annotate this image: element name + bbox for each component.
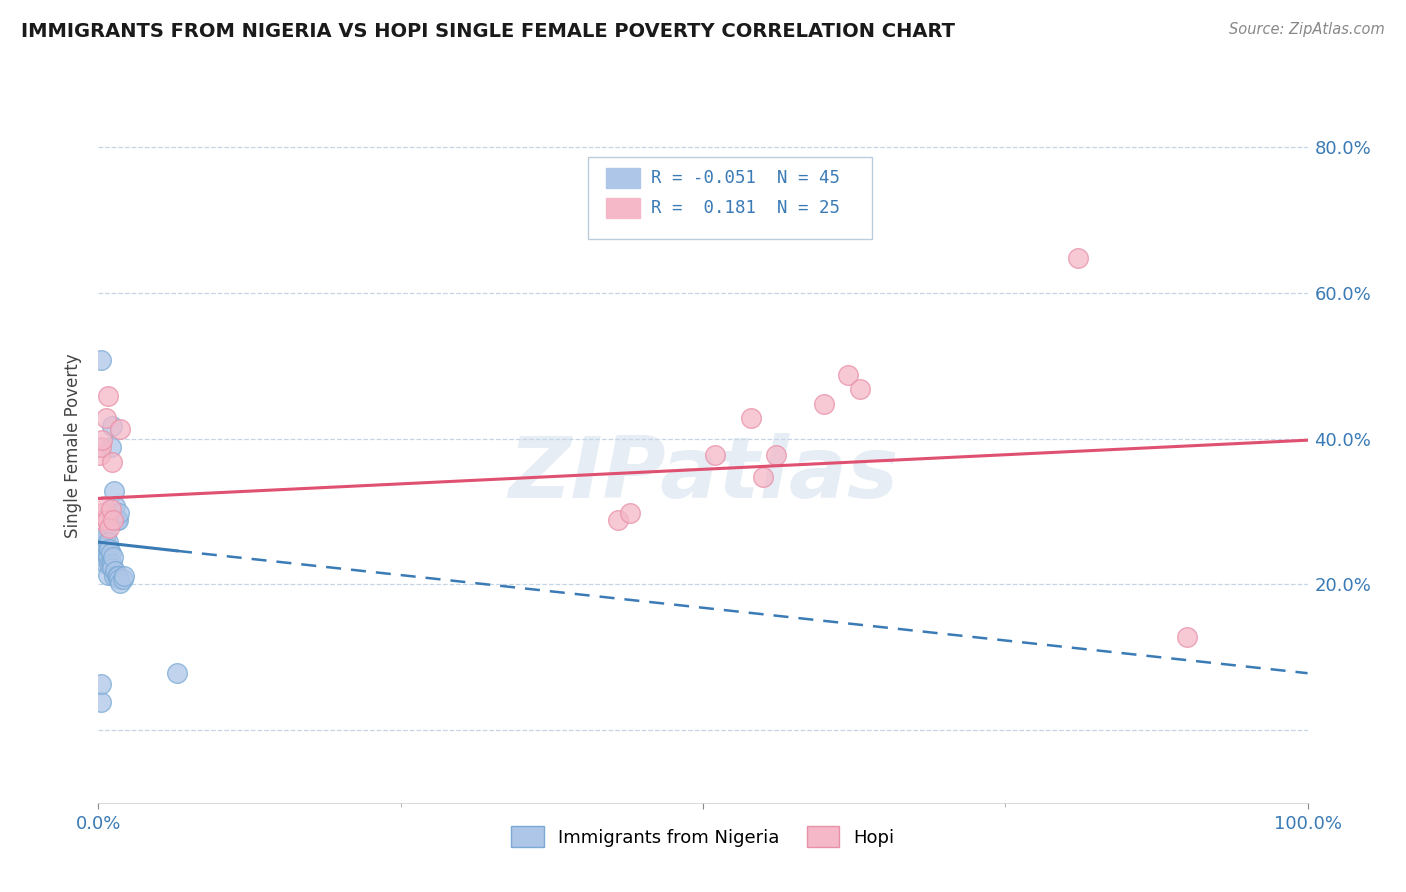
- Point: [96, 513, 118, 527]
- Point: [108, 572, 131, 586]
- Point: [100, 557, 122, 571]
- Point: [104, 499, 127, 513]
- Point: [108, 506, 131, 520]
- Point: [96, 546, 118, 560]
- Point: [91, 544, 114, 558]
- Point: [100, 546, 122, 560]
- Point: [103, 484, 125, 499]
- Point: [90, 353, 112, 368]
- Point: [97, 535, 120, 549]
- Point: [107, 568, 129, 582]
- Point: [100, 502, 122, 516]
- Point: [607, 513, 630, 527]
- Point: [91, 535, 114, 549]
- Bar: [606, 169, 640, 188]
- Point: [90, 533, 112, 548]
- Point: [100, 418, 122, 433]
- Point: [1067, 251, 1090, 265]
- Point: [94, 528, 117, 542]
- Point: [93, 499, 115, 513]
- Point: [166, 666, 188, 681]
- Point: [91, 433, 114, 447]
- Point: [108, 422, 131, 436]
- Point: [752, 469, 775, 483]
- Point: [91, 542, 114, 557]
- Point: [94, 411, 117, 425]
- Text: R = -0.051  N = 45: R = -0.051 N = 45: [651, 169, 839, 187]
- Point: [849, 382, 872, 396]
- Point: [111, 572, 134, 586]
- Point: [93, 533, 115, 548]
- Point: [98, 557, 121, 571]
- Point: [704, 448, 727, 462]
- Point: [813, 397, 835, 411]
- Point: [91, 548, 114, 562]
- Point: [765, 448, 787, 462]
- Point: [112, 568, 135, 582]
- Point: [740, 411, 762, 425]
- Point: [97, 567, 120, 582]
- Point: [91, 537, 114, 551]
- Text: Source: ZipAtlas.com: Source: ZipAtlas.com: [1229, 22, 1385, 37]
- Point: [94, 557, 117, 571]
- Point: [89, 448, 111, 462]
- Text: R =  0.181  N = 25: R = 0.181 N = 25: [651, 200, 839, 218]
- Point: [619, 506, 641, 520]
- Legend: Immigrants from Nigeria, Hopi: Immigrants from Nigeria, Hopi: [503, 819, 903, 855]
- Point: [90, 441, 112, 455]
- Point: [100, 557, 122, 571]
- Point: [93, 549, 115, 564]
- Point: [837, 368, 859, 382]
- Point: [105, 568, 128, 582]
- Point: [101, 513, 124, 527]
- Point: [90, 677, 112, 691]
- Point: [1175, 630, 1198, 644]
- Text: IMMIGRANTS FROM NIGERIA VS HOPI SINGLE FEMALE POVERTY CORRELATION CHART: IMMIGRANTS FROM NIGERIA VS HOPI SINGLE F…: [21, 22, 955, 41]
- Point: [100, 455, 122, 469]
- FancyBboxPatch shape: [588, 157, 872, 239]
- Point: [91, 513, 114, 527]
- Point: [98, 520, 121, 534]
- Point: [91, 506, 114, 520]
- Point: [100, 441, 122, 455]
- Point: [91, 541, 114, 555]
- Point: [103, 568, 125, 582]
- Bar: [606, 198, 640, 219]
- Point: [90, 537, 112, 551]
- Point: [96, 539, 118, 553]
- Point: [90, 695, 112, 709]
- Y-axis label: Single Female Poverty: Single Female Poverty: [65, 354, 83, 538]
- Point: [93, 547, 115, 561]
- Point: [98, 542, 121, 557]
- Point: [100, 561, 122, 575]
- Point: [108, 575, 131, 590]
- Point: [93, 537, 115, 551]
- Point: [104, 564, 127, 578]
- Point: [101, 549, 124, 564]
- Point: [97, 389, 120, 403]
- Point: [97, 549, 120, 564]
- Text: ZIPatlas: ZIPatlas: [508, 433, 898, 516]
- Point: [107, 513, 129, 527]
- Point: [105, 513, 128, 527]
